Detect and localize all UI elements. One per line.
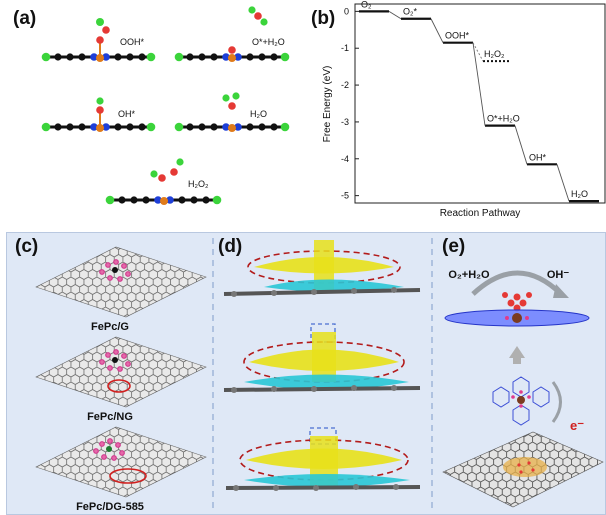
panel-c-label: (c) — [15, 236, 39, 257]
panel-a-label: (a) — [13, 8, 37, 29]
y-tick-label: 0 — [344, 6, 349, 16]
y-tick-label: -1 — [341, 43, 349, 53]
label-product: OH⁻ — [547, 269, 570, 281]
state-label: H₂O — [571, 189, 588, 199]
panel-d-charge-density — [223, 240, 421, 491]
structure-h2o2 — [105, 158, 222, 205]
y-ticks: 0 -1 -2 -3 -4 -5 — [341, 6, 359, 201]
connector — [472, 42, 486, 126]
y-tick-label: -3 — [341, 117, 349, 127]
connector — [430, 18, 444, 43]
species-o-h2o: O*+H₂O — [252, 37, 285, 47]
state-label: OOH* — [445, 31, 470, 41]
state-label: O₂ — [361, 0, 372, 9]
structure-o-h2o — [174, 6, 290, 62]
connector — [388, 10, 402, 20]
energy-diagram: 0 -1 -2 -3 -4 -5 O₂ O₂* OOH* O*+H₂O OH* H₂O H₂O₂ Fr… — [322, 0, 606, 219]
caption-fepc-g: FePc/G — [91, 321, 129, 333]
y-tick-label: -4 — [341, 154, 349, 164]
state-label: OH* — [529, 152, 547, 162]
state-labels: O₂ O₂* OOH* O*+H₂O OH* H₂O H₂O₂ — [361, 0, 588, 199]
charge-density-1 — [223, 240, 421, 297]
plot-frame — [354, 3, 606, 204]
branch-label: H₂O₂ — [484, 49, 505, 59]
x-axis-label: Reaction Pathway — [440, 208, 521, 219]
level-connectors — [388, 10, 570, 202]
panel-separators — [212, 238, 433, 510]
panel-b-label: (b) — [311, 8, 336, 29]
caption-fepc-dg585: FePc/DG-585 — [76, 501, 144, 513]
oxygen-cluster — [502, 292, 532, 312]
connector — [556, 164, 570, 202]
reaction-arrow — [471, 270, 563, 296]
y-axis-label: Free Energy (eV) — [322, 66, 333, 143]
sheet-fepc-g — [35, 246, 207, 318]
caption-fepc-ng: FePc/NG — [87, 411, 133, 423]
structure-h2o — [174, 92, 290, 132]
panel-e-mechanism: O₂+H₂O OH⁻ e⁻ — [442, 269, 604, 508]
energy-levels — [359, 10, 599, 203]
panel-a-structures: OOH* O*+H₂O OH* — [41, 6, 290, 205]
panel-d-label: (d) — [218, 236, 243, 257]
species-ooh: OOH* — [120, 37, 145, 47]
label-electron: e⁻ — [570, 418, 584, 433]
panel-c-graphene: FePc/G FePc/NG FePc/DG-585 — [35, 246, 207, 513]
y-tick-label: -2 — [341, 80, 349, 90]
sheet-fepc-dg585 — [35, 426, 207, 498]
charge-density-3 — [225, 427, 421, 491]
fepc-top-molecule — [444, 309, 590, 327]
graphene-sheet — [442, 431, 604, 508]
connector — [514, 125, 528, 165]
state-label: O₂* — [403, 7, 417, 17]
label-reactant: O₂+H₂O — [448, 269, 490, 281]
species-h2o: H₂O — [250, 109, 267, 119]
panel-e-label: (e) — [442, 236, 466, 257]
y-tick-label: -5 — [341, 191, 349, 201]
structure-oh — [41, 97, 156, 132]
species-h2o2: H₂O₂ — [188, 179, 209, 189]
branch-connector — [472, 42, 484, 62]
state-label: O*+H₂O — [487, 114, 520, 124]
species-oh: OH* — [118, 109, 136, 119]
sheet-fepc-ng — [35, 336, 207, 408]
fepc-molecule — [492, 376, 550, 426]
structure-ooh — [41, 18, 156, 62]
charge-density-2 — [223, 323, 421, 393]
electron-arrow — [551, 381, 562, 423]
up-arrow — [509, 346, 525, 364]
